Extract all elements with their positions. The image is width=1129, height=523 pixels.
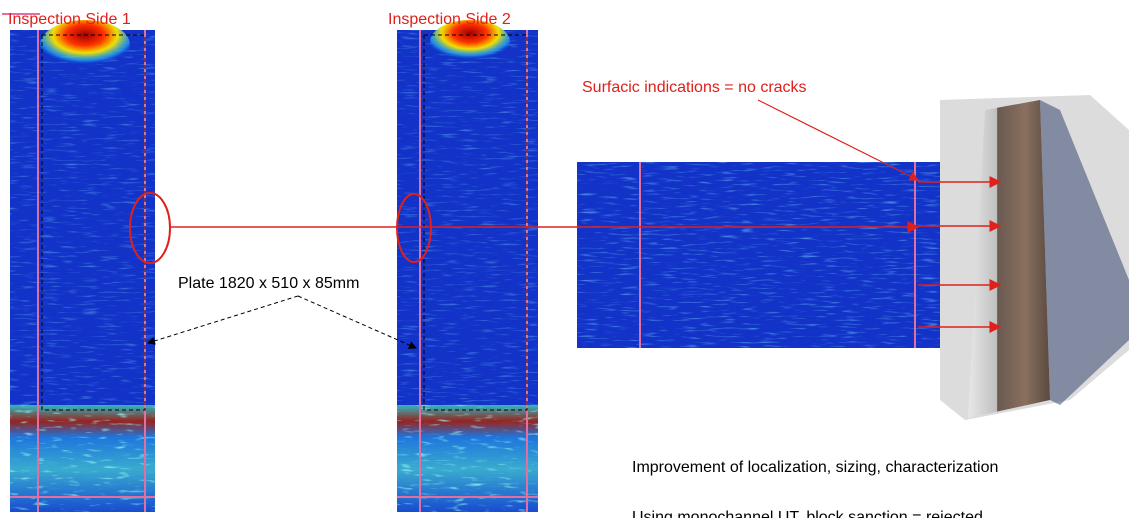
zoom-strip [577,162,940,348]
label: Improvement of localization, sizing, cha… [632,459,998,476]
label: Plate 1820 x 510 x 85mm [178,275,359,292]
page: {"labels": {"side1": "Inspection Side 1"… [0,0,1129,518]
plate-photo [940,95,1129,420]
scan-side-2 [397,20,538,512]
label: Inspection Side 1 [8,11,131,28]
label: Surfacic indications = no cracks [582,79,807,96]
slide: Inspection Side 1 Inspection Side 2 Surf… [0,0,1129,518]
label: Using monochannel UT, block sanction = r… [632,509,983,518]
label: Inspection Side 2 [388,11,511,28]
scan-side-1 [2,14,155,512]
plate-arrows [148,296,416,348]
